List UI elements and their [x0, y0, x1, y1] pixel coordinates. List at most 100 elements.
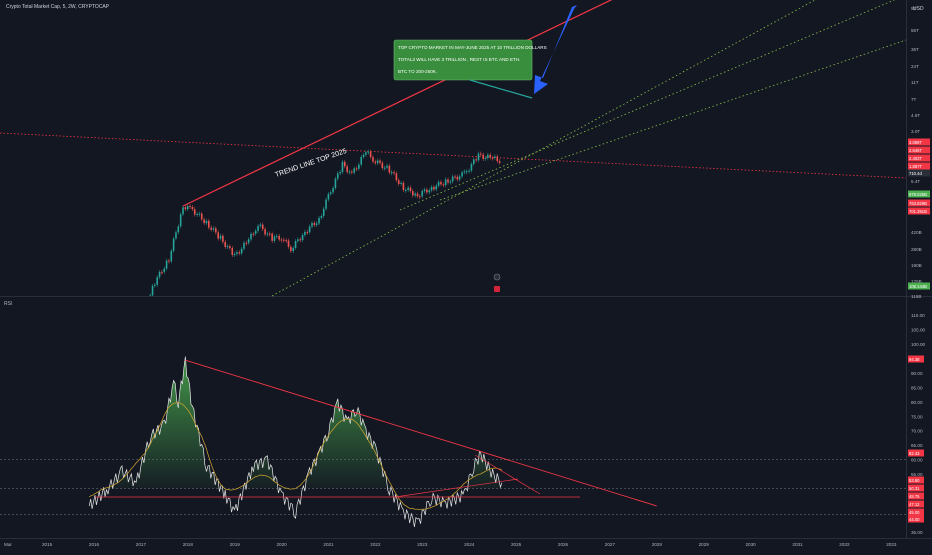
- price-candle-body: [456, 176, 459, 180]
- time-axis-label: 2022: [370, 542, 381, 547]
- price-candle-body: [458, 176, 461, 180]
- rsi-scale-label: 105.00: [911, 327, 925, 332]
- price-candle-body: [243, 242, 245, 249]
- price-candle-body: [283, 239, 285, 241]
- rsi-short-trend: [474, 454, 541, 495]
- rsi-tag-label: 94.38: [909, 357, 920, 362]
- price-candle-body: [435, 185, 438, 190]
- time-axis-label: 2031: [792, 542, 803, 547]
- rsi-tag: [908, 500, 924, 508]
- time-axis-label: 2024: [464, 542, 475, 547]
- price-tag: [908, 199, 930, 207]
- price-candle-body: [154, 284, 156, 286]
- guide-line-middle: [399, 0, 896, 211]
- price-candle-body: [480, 153, 482, 155]
- price-scale-label: 36T: [911, 47, 919, 52]
- price-candle-body: [433, 186, 435, 190]
- price-candle-body: [179, 214, 182, 227]
- annotation-line: TOTAL3 WILL HAVE 3 TRILLION , REST IS BT…: [398, 57, 520, 62]
- price-candle-body: [454, 176, 456, 178]
- price-candle-body: [172, 238, 175, 251]
- price-candle-body: [353, 168, 355, 173]
- price-candle-body: [334, 178, 337, 189]
- price-tag-label: 1.887T: [909, 164, 922, 169]
- price-candle-body: [304, 231, 306, 236]
- rsi-tag-label: 62.43: [909, 451, 920, 456]
- time-axis-label: 2017: [136, 542, 147, 547]
- price-candle-body: [215, 228, 217, 233]
- price-candles: [149, 149, 501, 296]
- price-candle-body: [388, 165, 391, 173]
- price-candle-body: [400, 182, 402, 184]
- price-candle-body: [254, 230, 257, 234]
- price-candle-body: [226, 246, 229, 248]
- price-candle-body: [484, 157, 487, 159]
- price-candle-body: [268, 233, 271, 235]
- price-candle-body: [158, 271, 161, 278]
- price-candle-body: [311, 223, 313, 227]
- rsi-rising-support: [394, 478, 519, 498]
- price-candle-body: [285, 240, 287, 242]
- price-candle-body: [327, 193, 330, 200]
- price-scale-label: 56T: [911, 28, 919, 33]
- price-candle-body: [365, 152, 367, 155]
- price-candle-body: [402, 182, 405, 191]
- price-tag: [908, 169, 930, 177]
- rsi-tag-label: 44.00: [909, 517, 920, 522]
- price-candle-body: [470, 163, 473, 171]
- price-candle-body: [444, 179, 447, 186]
- price-candle-body: [487, 154, 489, 158]
- price-candle-body: [191, 206, 194, 210]
- price-candle-body: [351, 171, 353, 173]
- price-candle-body: [165, 260, 168, 269]
- price-candle-body: [346, 166, 348, 172]
- event-flag-icon: [494, 286, 500, 292]
- price-candle-body: [416, 193, 419, 197]
- rsi-scale-label: 55.00: [911, 472, 923, 477]
- time-axis-label: 2018: [183, 542, 194, 547]
- price-candle-body: [407, 187, 409, 191]
- price-candle-body: [292, 247, 295, 252]
- price-candle-body: [247, 239, 250, 243]
- price-candle-body: [409, 187, 412, 192]
- time-axis-label: 2021: [323, 542, 334, 547]
- symbol-title: Crypto Total Market Cap, 5, 2W, CRYPTOCA…: [6, 4, 110, 10]
- price-candle-body: [332, 188, 334, 193]
- price-candle-body: [344, 161, 346, 167]
- price-candle-body: [381, 162, 384, 169]
- annotation-line: TOP CRYPTO MARKET IN MAY-JUNE 2025 AT 10…: [398, 45, 547, 50]
- price-tag-label: 2.403T: [909, 156, 922, 161]
- price-candle-body: [386, 165, 388, 168]
- price-candle-body: [266, 233, 269, 235]
- price-tag-label: 701.391B: [909, 209, 927, 214]
- price-candle-body: [252, 233, 255, 235]
- price-tag-label: 108.144B: [909, 284, 927, 289]
- price-candle-body: [414, 193, 416, 196]
- time-axis: Mar 2015 2016 2017 2018 2019 2020 2021 2022 2023 2…: [4, 542, 897, 547]
- price-candle-body: [236, 252, 238, 254]
- price-scale-label: 7T: [911, 97, 917, 102]
- rsi-moving-average: [88, 402, 503, 510]
- price-candle-body: [442, 184, 445, 186]
- price-candle-body: [348, 171, 351, 173]
- time-axis-label: 2023: [417, 542, 428, 547]
- rsi-scale: 110.00105.00100.0095.0090.0085.0080.0075…: [908, 313, 925, 535]
- rsi-tag: [908, 515, 924, 523]
- price-candle-body: [498, 160, 501, 163]
- price-scale-label: 420B: [911, 230, 922, 235]
- rsi-tag: [908, 355, 924, 363]
- time-axis-label: 2032: [839, 542, 850, 547]
- rsi-scale-label: 70.00: [911, 429, 923, 434]
- price-candle-body: [372, 157, 374, 162]
- price-candle-body: [177, 226, 180, 233]
- price-candle-body: [203, 219, 205, 224]
- price-candle-body: [161, 271, 163, 273]
- price-scale-label: 24T: [911, 64, 919, 69]
- price-candle-body: [318, 217, 320, 224]
- price-trend-line: [182, 0, 613, 207]
- price-candle-body: [376, 160, 379, 164]
- currency-label: USD: [913, 6, 924, 12]
- rsi-scale-label: 110.00: [911, 313, 925, 318]
